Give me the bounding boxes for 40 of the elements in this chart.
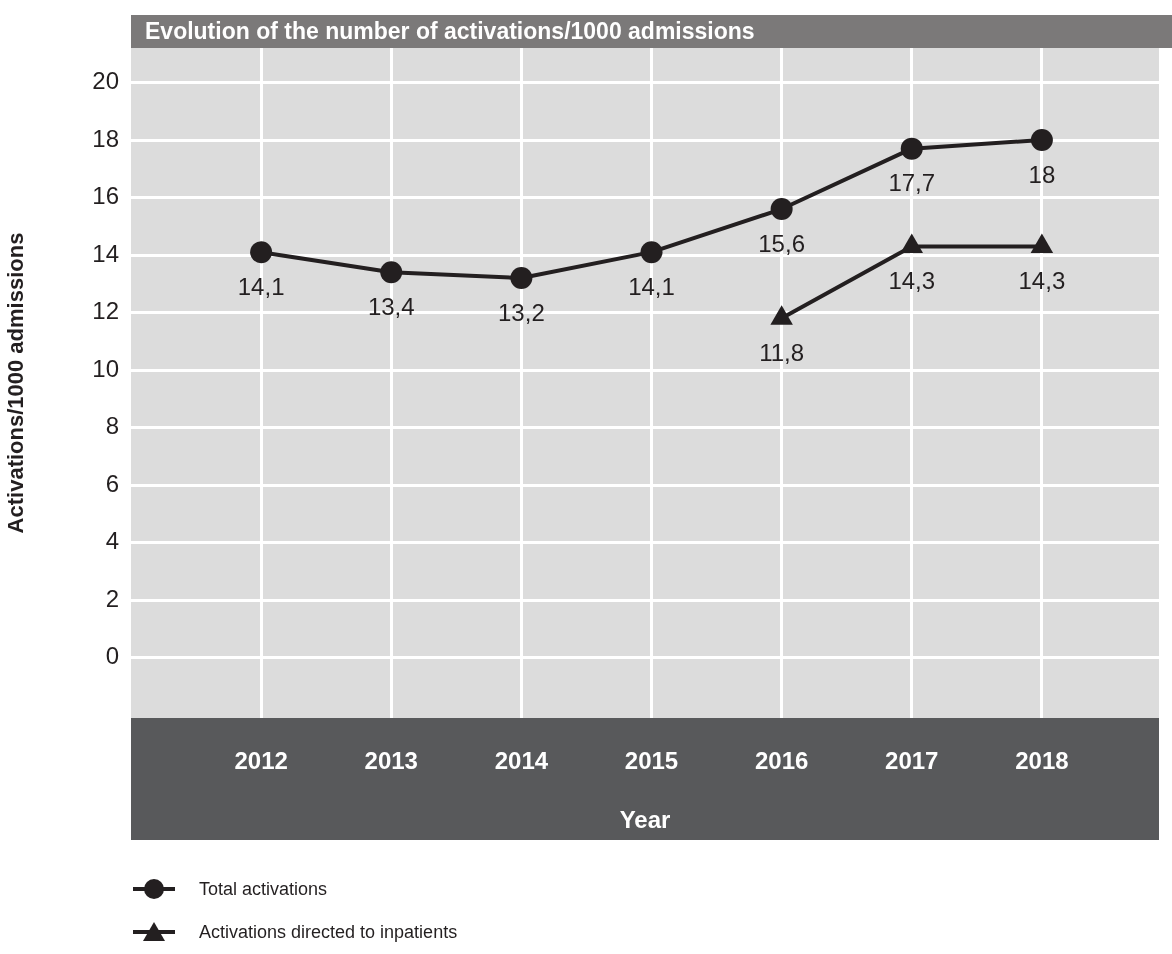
x-tick-label: 2013 <box>364 747 418 775</box>
x-tick-label: 2015 <box>624 747 679 775</box>
data-label: 14,3 <box>1018 267 1066 295</box>
legend-label: Activations directed to inpatients <box>199 921 458 943</box>
point <box>640 241 663 264</box>
data-label: 15,6 <box>758 229 805 257</box>
data-label: 13,2 <box>498 298 545 326</box>
x-tick-label: 2012 <box>234 747 288 775</box>
x-tick-label: 2014 <box>494 747 549 775</box>
legend-label: Total activations <box>199 878 328 900</box>
y-axis-title: Activations/1000 admissions <box>3 232 29 534</box>
y-tick-label: 18 <box>92 124 119 152</box>
point <box>380 261 403 284</box>
y-tick-label: 12 <box>92 297 119 325</box>
y-tick-label: 20 <box>92 67 119 95</box>
x-tick-label: 2018 <box>1015 747 1069 775</box>
y-tick-label: 2 <box>105 584 119 612</box>
point <box>510 267 533 290</box>
data-label: 17,7 <box>888 169 936 197</box>
y-tick-label: 16 <box>92 182 119 210</box>
y-tick-label: 14 <box>92 239 119 267</box>
y-tick-label: 10 <box>92 354 119 382</box>
point <box>250 241 273 264</box>
y-tick-label: 0 <box>105 642 119 670</box>
point <box>1030 129 1053 152</box>
data-label: 18 <box>1028 160 1056 188</box>
data-label: 14,3 <box>888 267 936 295</box>
point <box>900 137 923 160</box>
x-axis-title: Year <box>619 806 671 834</box>
y-tick-label: 4 <box>105 527 119 555</box>
data-label: 14,1 <box>628 272 675 300</box>
x-tick-label: 2016 <box>754 747 809 775</box>
point <box>770 198 793 221</box>
x-tick-label: 2017 <box>885 747 939 775</box>
data-label: 11,8 <box>759 338 805 366</box>
data-label: 13,4 <box>367 292 415 320</box>
chart-title: Evolution of the number of activations/1000 admissions <box>131 15 1172 48</box>
y-tick-label: 8 <box>105 412 119 440</box>
data-label: 14,1 <box>237 272 285 300</box>
y-tick-label: 6 <box>105 469 119 497</box>
